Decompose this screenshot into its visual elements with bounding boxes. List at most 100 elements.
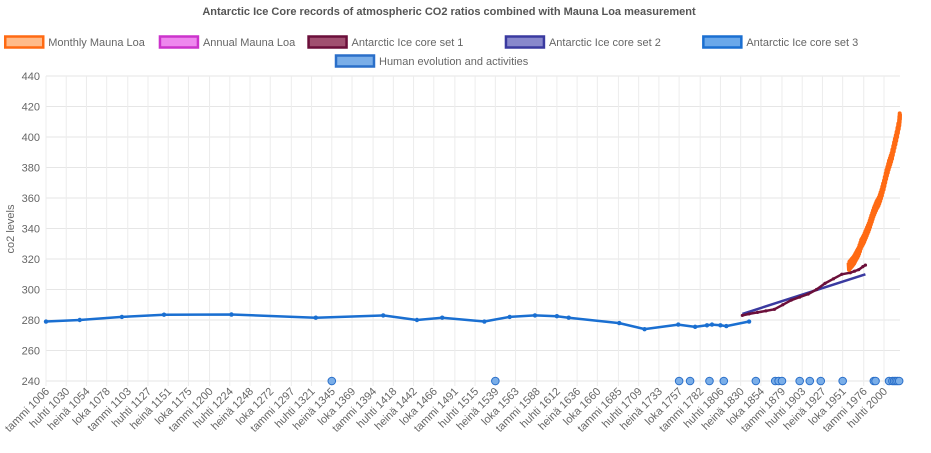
data-point[interactable]: [840, 272, 844, 276]
data-point[interactable]: [718, 323, 723, 328]
data-point[interactable]: [719, 376, 729, 386]
legend-label: Antarctic Ice core set 3: [746, 37, 858, 49]
legend-item[interactable]: Human evolution and activities: [334, 54, 529, 69]
y-tick-label: 420: [22, 102, 40, 114]
data-point[interactable]: [724, 323, 729, 329]
data-point[interactable]: [795, 376, 804, 386]
legend-label: Annual Mauna Loa: [203, 37, 296, 49]
legend-item[interactable]: Monthly Mauna Loa: [4, 35, 146, 50]
series-antarctic-ice-core-set-1: [740, 263, 868, 318]
data-point[interactable]: [642, 326, 647, 332]
data-point[interactable]: [229, 312, 234, 317]
legend-label: Human evolution and activities: [379, 56, 529, 68]
legend-item[interactable]: Annual Mauna Loa: [158, 35, 296, 50]
chart-legend: Monthly Mauna Loa Annual Mauna Loa Antarct…: [4, 35, 858, 69]
data-point[interactable]: [554, 313, 560, 319]
data-point[interactable]: [685, 376, 695, 386]
data-point[interactable]: [831, 277, 835, 281]
legend-label: Antarctic Ice core set 1: [352, 37, 464, 49]
data-point[interactable]: [747, 312, 751, 316]
data-point[interactable]: [381, 313, 386, 318]
data-point[interactable]: [507, 314, 512, 320]
y-tick-label: 240: [22, 376, 40, 388]
y-tick-label: 360: [22, 193, 40, 205]
legend-swatch: [504, 35, 546, 49]
data-point[interactable]: [852, 269, 857, 273]
data-point[interactable]: [806, 292, 810, 296]
series-layer: [43, 111, 904, 386]
data-point[interactable]: [327, 376, 337, 386]
data-point[interactable]: [532, 313, 538, 318]
data-point[interactable]: [440, 315, 445, 320]
legend-swatch: [702, 35, 743, 49]
y-tick-label: 300: [22, 285, 40, 297]
data-point[interactable]: [816, 376, 826, 386]
data-point[interactable]: [674, 376, 684, 386]
legend-label: Monthly Mauna Loa: [48, 37, 145, 49]
legend-swatch: [4, 35, 45, 49]
data-point[interactable]: [805, 376, 815, 386]
y-tick-label: 260: [22, 346, 40, 358]
legend-item[interactable]: Antarctic Ice core set 3: [702, 35, 858, 50]
y-axis-ticks: 240 260 280 300 320 340 360 380 400 420 440: [22, 71, 40, 388]
series-human-evolution-and-activities: [327, 376, 904, 386]
y-tick-label: 440: [22, 71, 40, 83]
legend-label: Antarctic Ice core set 2: [549, 37, 661, 49]
data-point[interactable]: [119, 314, 125, 320]
data-point[interactable]: [861, 265, 865, 269]
legend-swatch: [307, 35, 348, 49]
data-point[interactable]: [863, 263, 868, 267]
data-point[interactable]: [781, 303, 785, 307]
y-tick-label: 380: [22, 163, 40, 175]
legend-item[interactable]: Antarctic Ice core set 2: [504, 35, 661, 50]
data-point[interactable]: [814, 287, 819, 292]
data-point[interactable]: [709, 322, 715, 327]
series-line: [846, 111, 902, 272]
y-tick-label: 400: [22, 132, 40, 144]
data-point[interactable]: [789, 298, 793, 302]
data-point[interactable]: [491, 376, 500, 386]
data-point[interactable]: [482, 319, 487, 324]
chart-title: Antarctic Ice Core records of atmospheri…: [202, 6, 696, 18]
data-point[interactable]: [566, 315, 571, 320]
data-point[interactable]: [746, 319, 752, 324]
data-point[interactable]: [777, 376, 787, 386]
data-point[interactable]: [871, 376, 880, 386]
series-antarctic-ice-core-set-2: [742, 273, 866, 316]
series-line: [45, 313, 750, 331]
data-point[interactable]: [705, 376, 714, 386]
data-point[interactable]: [676, 322, 681, 327]
data-point[interactable]: [43, 319, 49, 324]
data-point[interactable]: [692, 324, 698, 330]
data-point[interactable]: [857, 268, 861, 272]
data-point[interactable]: [704, 323, 710, 328]
series-antarctic-ice-core-set-3: [43, 312, 752, 332]
data-point[interactable]: [798, 295, 802, 299]
data-point[interactable]: [894, 376, 904, 386]
data-point[interactable]: [313, 315, 318, 320]
data-point[interactable]: [848, 271, 852, 275]
data-point[interactable]: [161, 312, 167, 317]
data-point[interactable]: [755, 310, 760, 314]
legend-item[interactable]: Antarctic Ice core set 1: [307, 35, 464, 50]
data-point[interactable]: [772, 307, 776, 311]
data-point[interactable]: [764, 309, 768, 313]
series-monthly-mauna-loa: [846, 111, 902, 272]
data-point[interactable]: [414, 317, 420, 323]
series-line: [742, 273, 866, 316]
data-point[interactable]: [740, 313, 744, 318]
gridlines: [45, 75, 900, 386]
data-point[interactable]: [838, 376, 847, 386]
legend-swatch: [334, 54, 376, 68]
y-tick-label: 280: [22, 315, 40, 327]
data-point[interactable]: [823, 281, 827, 285]
legend-swatch: [158, 35, 200, 49]
data-point[interactable]: [77, 317, 82, 323]
y-axis-title: co2 levels: [5, 204, 17, 253]
data-point[interactable]: [751, 376, 761, 386]
y-tick-label: 320: [22, 254, 40, 266]
data-point[interactable]: [617, 320, 622, 326]
